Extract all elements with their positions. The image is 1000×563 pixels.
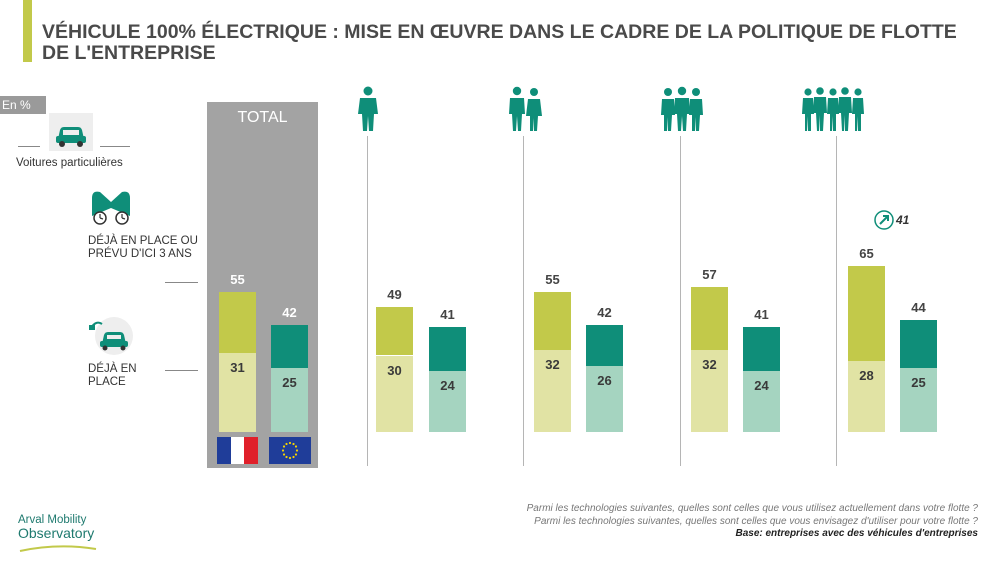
- person-group-large-icon: [802, 87, 864, 131]
- bar-current-label: 24: [440, 377, 455, 393]
- segment-divider: [367, 136, 368, 466]
- bar-total-label: 55: [545, 271, 560, 287]
- bar-current-segment: [691, 350, 728, 432]
- bar-total-label: 42: [597, 304, 612, 320]
- bar-total-label: 65: [859, 246, 874, 262]
- bar-planned-segment: [271, 324, 308, 369]
- segment-divider: [836, 136, 837, 466]
- logo-line-2: Observatory: [18, 525, 95, 541]
- bar-total-label: 55: [230, 271, 245, 287]
- legend-connector: [100, 146, 130, 147]
- bar-current-segment: [534, 350, 571, 432]
- bar-current-label: 31: [230, 359, 245, 375]
- footer-base: Base: entreprises avec des véhicules d'e…: [735, 528, 978, 539]
- legend-current: DÉJÀ EN PLACE: [88, 363, 137, 388]
- bar-planned-segment: [900, 319, 937, 369]
- legend-vehicle-type: Voitures particulières: [16, 157, 123, 169]
- page-title: VÉHICULE 100% ÉLECTRIQUE : MISE EN ŒUVRE…: [42, 21, 957, 64]
- bar-planned-segment: [219, 291, 256, 353]
- bar-planned-segment: [743, 327, 780, 371]
- footer-question-2: Parmi les technologies suivantes, quelle…: [534, 516, 978, 527]
- bar-total-label: 41: [440, 307, 455, 323]
- person-group-small-icon: [661, 86, 703, 131]
- bar-current-label: 28: [859, 367, 874, 383]
- bar-current-label: 25: [282, 375, 297, 391]
- bar-current-label: 32: [702, 357, 717, 373]
- legend-connector: [18, 146, 40, 147]
- trend-value: 41: [896, 213, 910, 227]
- bar-current-segment: [376, 355, 413, 432]
- bar-total-label: 44: [911, 299, 926, 315]
- bar-planned-segment: [429, 327, 466, 371]
- segment-divider: [680, 136, 681, 466]
- legend-planned: DÉJÀ EN PLACE OU PRÉVU D'ICI 3 ANS: [88, 235, 198, 260]
- trend-up-icon: [874, 210, 894, 230]
- bar-current-segment: [848, 360, 885, 432]
- logo-line-1: Arval Mobility: [18, 514, 87, 526]
- bar-current-label: 30: [387, 362, 402, 378]
- legend-connector-planned: [165, 282, 198, 283]
- bar-planned-segment: [848, 266, 885, 361]
- car-icon: [49, 113, 93, 151]
- footer-question-1: Parmi les technologies suivantes, quelle…: [526, 503, 978, 514]
- bar-planned-segment: [691, 286, 728, 351]
- logo: Arval Mobility Observatory: [18, 514, 98, 558]
- bar-total-label: 49: [387, 287, 402, 303]
- bar-current-segment: [271, 368, 308, 432]
- person-single-icon: [358, 86, 378, 131]
- bar-planned-segment: [534, 291, 571, 351]
- logo-swoosh-icon: [19, 545, 97, 552]
- unit-label: En %: [0, 96, 46, 114]
- total-label: TOTAL: [237, 109, 288, 126]
- eu-flag-icon: [269, 437, 311, 464]
- bar-planned-segment: [376, 307, 413, 356]
- bar-current-segment: [219, 352, 256, 432]
- bar-current-label: 32: [545, 357, 560, 373]
- bar-current-label: 25: [911, 375, 926, 391]
- segment-divider: [523, 136, 524, 466]
- bar-total-label: 42: [282, 304, 297, 320]
- france-flag-icon: [217, 437, 258, 464]
- bar-planned-segment: [586, 324, 623, 366]
- calendar-car-icon: [92, 191, 130, 225]
- bar-total-label: 41: [754, 307, 769, 323]
- legend-connector-current: [165, 370, 198, 371]
- bar-current-label: 24: [754, 377, 769, 393]
- title-accent-bar: [23, 0, 32, 62]
- bar-current-label: 26: [597, 372, 612, 388]
- bar-current-segment: [429, 370, 466, 432]
- bar-current-segment: [743, 370, 780, 432]
- person-pair-icon: [509, 86, 542, 131]
- bar-total-label: 57: [702, 266, 717, 282]
- bar-current-segment: [586, 365, 623, 432]
- electric-car-icon: [89, 317, 133, 355]
- bar-current-segment: [900, 368, 937, 432]
